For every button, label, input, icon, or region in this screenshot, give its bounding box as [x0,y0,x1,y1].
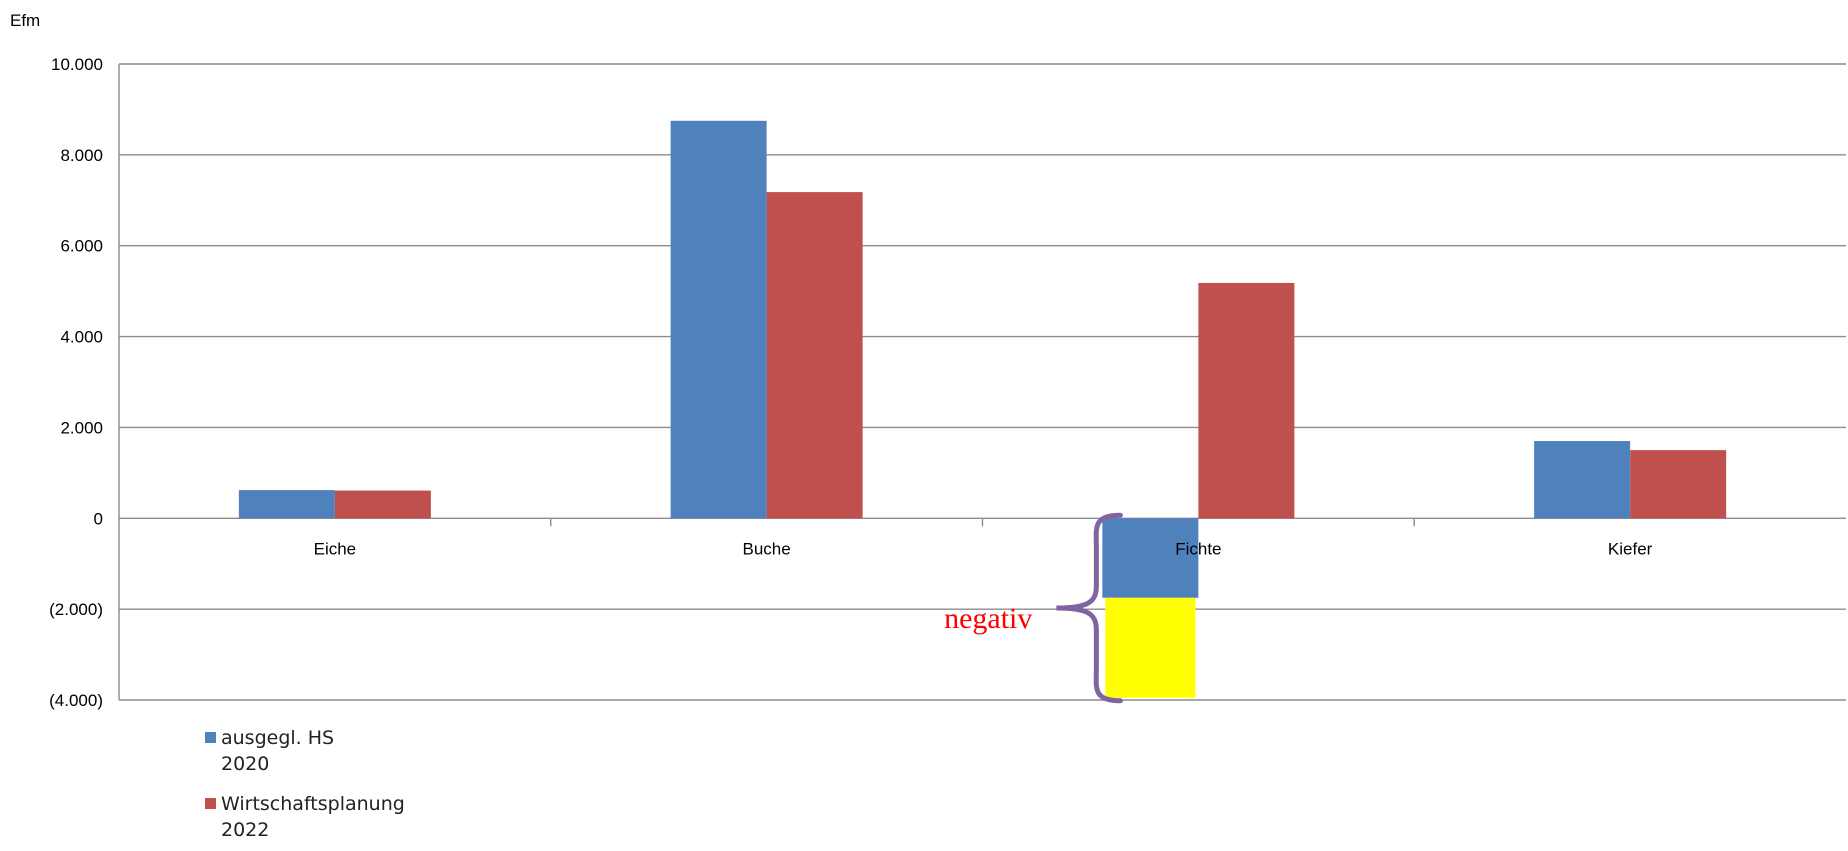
bar-buche-series-2 [766,192,863,519]
legend-swatch [205,798,216,809]
annotation: negativ [944,512,1123,704]
y-tick-label: 8.000 [60,146,103,165]
legend-label: 2020 [221,753,269,775]
x-tick-label: Eiche [314,539,357,558]
highlight-negative-segment [1105,597,1196,698]
y-tick-label: 10.000 [51,55,103,74]
annotation-text: negativ [944,602,1032,635]
bar-fichte-series-2 [1198,282,1295,519]
legend-label: Wirtschaftsplanung [221,793,405,815]
y-axis-unit-label: Efm [10,11,40,30]
bar-kiefer-series-2 [1630,450,1727,519]
legend-label: 2022 [221,819,269,841]
y-tick-labels: 10.000 8.000 6.000 4.000 2.000 0 (2.000) (4.000… [49,55,103,710]
axes [118,64,1415,700]
y-tick-label: 0 [94,509,103,528]
y-tick-label: (4.000) [49,691,103,710]
bar-buche-series-1 [670,120,767,519]
legend-swatch [205,732,216,743]
x-tick-label: Fichte [1175,539,1221,558]
bar-eiche-series-2 [334,490,431,519]
bar-eiche-series-1 [238,490,335,519]
y-tick-label: 4.000 [60,328,103,347]
y-tick-label: (2.000) [49,600,103,619]
bar-kiefer-series-1 [1534,441,1631,519]
x-tick-label: Kiefer [1608,539,1653,558]
bar-fichte-series-1 [1102,518,1199,598]
legend: ausgegl. HS 2020 Wirtschaftsplanung 2022 [205,727,405,841]
x-tick-label: Buche [743,539,791,558]
x-tick-labels: Eiche Buche Fichte Kiefer [314,539,1653,558]
legend-label: ausgegl. HS [221,727,334,749]
y-tick-label: 2.000 [60,418,103,437]
curly-brace-annotation [1056,512,1123,704]
bars [238,120,1727,698]
y-tick-label: 6.000 [60,237,103,256]
